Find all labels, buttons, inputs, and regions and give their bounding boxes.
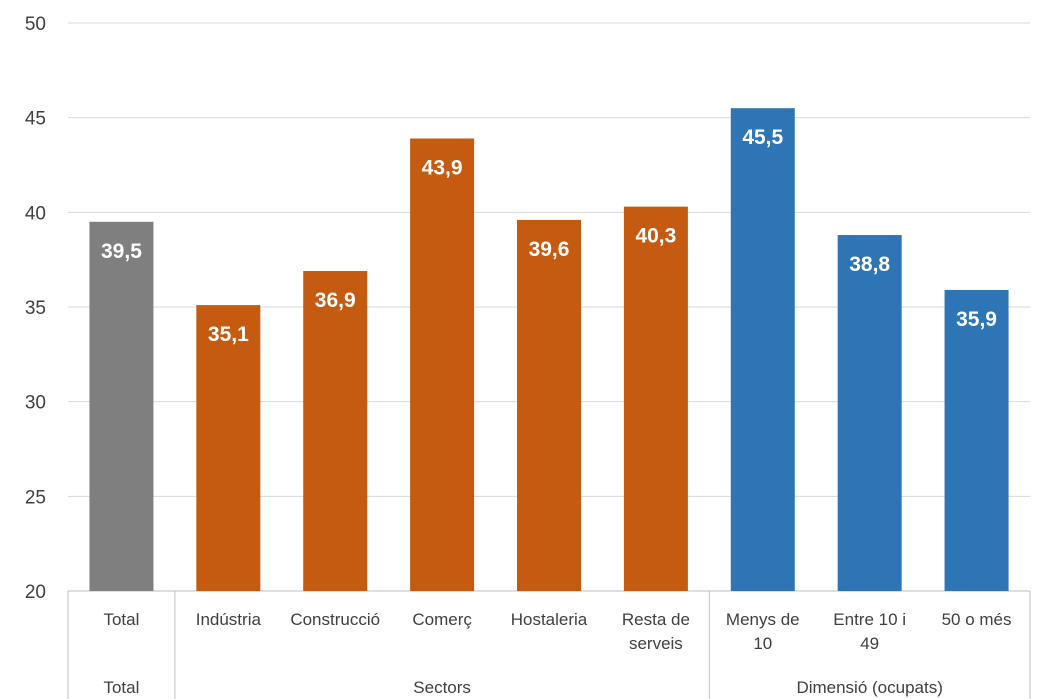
y-tick-label: 20 (25, 582, 46, 603)
y-axis-tick-labels: 20 25 30 35 40 45 50 (25, 14, 46, 603)
y-tick-label: 25 (25, 487, 46, 508)
bar (730, 108, 795, 591)
data-label: 39,6 (529, 238, 570, 261)
y-tick-label: 40 (25, 203, 46, 224)
data-label: 35,9 (956, 308, 997, 331)
data-label: 45,5 (742, 126, 783, 149)
data-label: 35,1 (208, 323, 249, 346)
data-labels: 39,5 35,1 36,9 43,9 39,6 40,3 45,5 38,8 35,9 (101, 126, 997, 346)
bar (303, 271, 368, 591)
bar (89, 221, 154, 592)
category-label: 10 (753, 634, 772, 653)
category-label: Indústria (196, 610, 262, 629)
data-label: 39,5 (101, 240, 142, 263)
y-tick-label: 45 (25, 109, 46, 130)
data-label: 40,3 (635, 225, 676, 248)
y-tick-label: 50 (25, 14, 46, 35)
x-axis: Total Indústria Construcció Comerç Hostaleri… (67, 591, 1031, 699)
group-label: Sectors (413, 678, 471, 697)
category-label: Resta de (622, 610, 690, 629)
category-label: Entre 10 i (833, 610, 906, 629)
bars (89, 108, 1009, 592)
category-label: 50 o més (942, 610, 1012, 629)
category-label: serveis (629, 634, 683, 653)
category-label: 49 (860, 634, 879, 653)
group-label: Dimensió (ocupats) (796, 678, 942, 697)
y-tick-label: 35 (25, 298, 46, 319)
bar (196, 305, 261, 591)
category-label: Hostaleria (511, 610, 588, 629)
category-label: Total (103, 610, 139, 629)
data-label: 36,9 (315, 289, 356, 312)
data-label: 38,8 (849, 253, 890, 276)
group-label: Total (103, 678, 139, 697)
bar (944, 289, 1009, 591)
data-label: 43,9 (422, 156, 463, 179)
category-label: Construcció (290, 610, 380, 629)
bar (517, 219, 581, 591)
bar (410, 138, 475, 591)
category-label: Menys de (726, 610, 800, 629)
bar (837, 235, 902, 591)
bar (623, 206, 688, 592)
y-tick-label: 30 (25, 393, 46, 414)
category-label: Comerç (412, 610, 472, 629)
